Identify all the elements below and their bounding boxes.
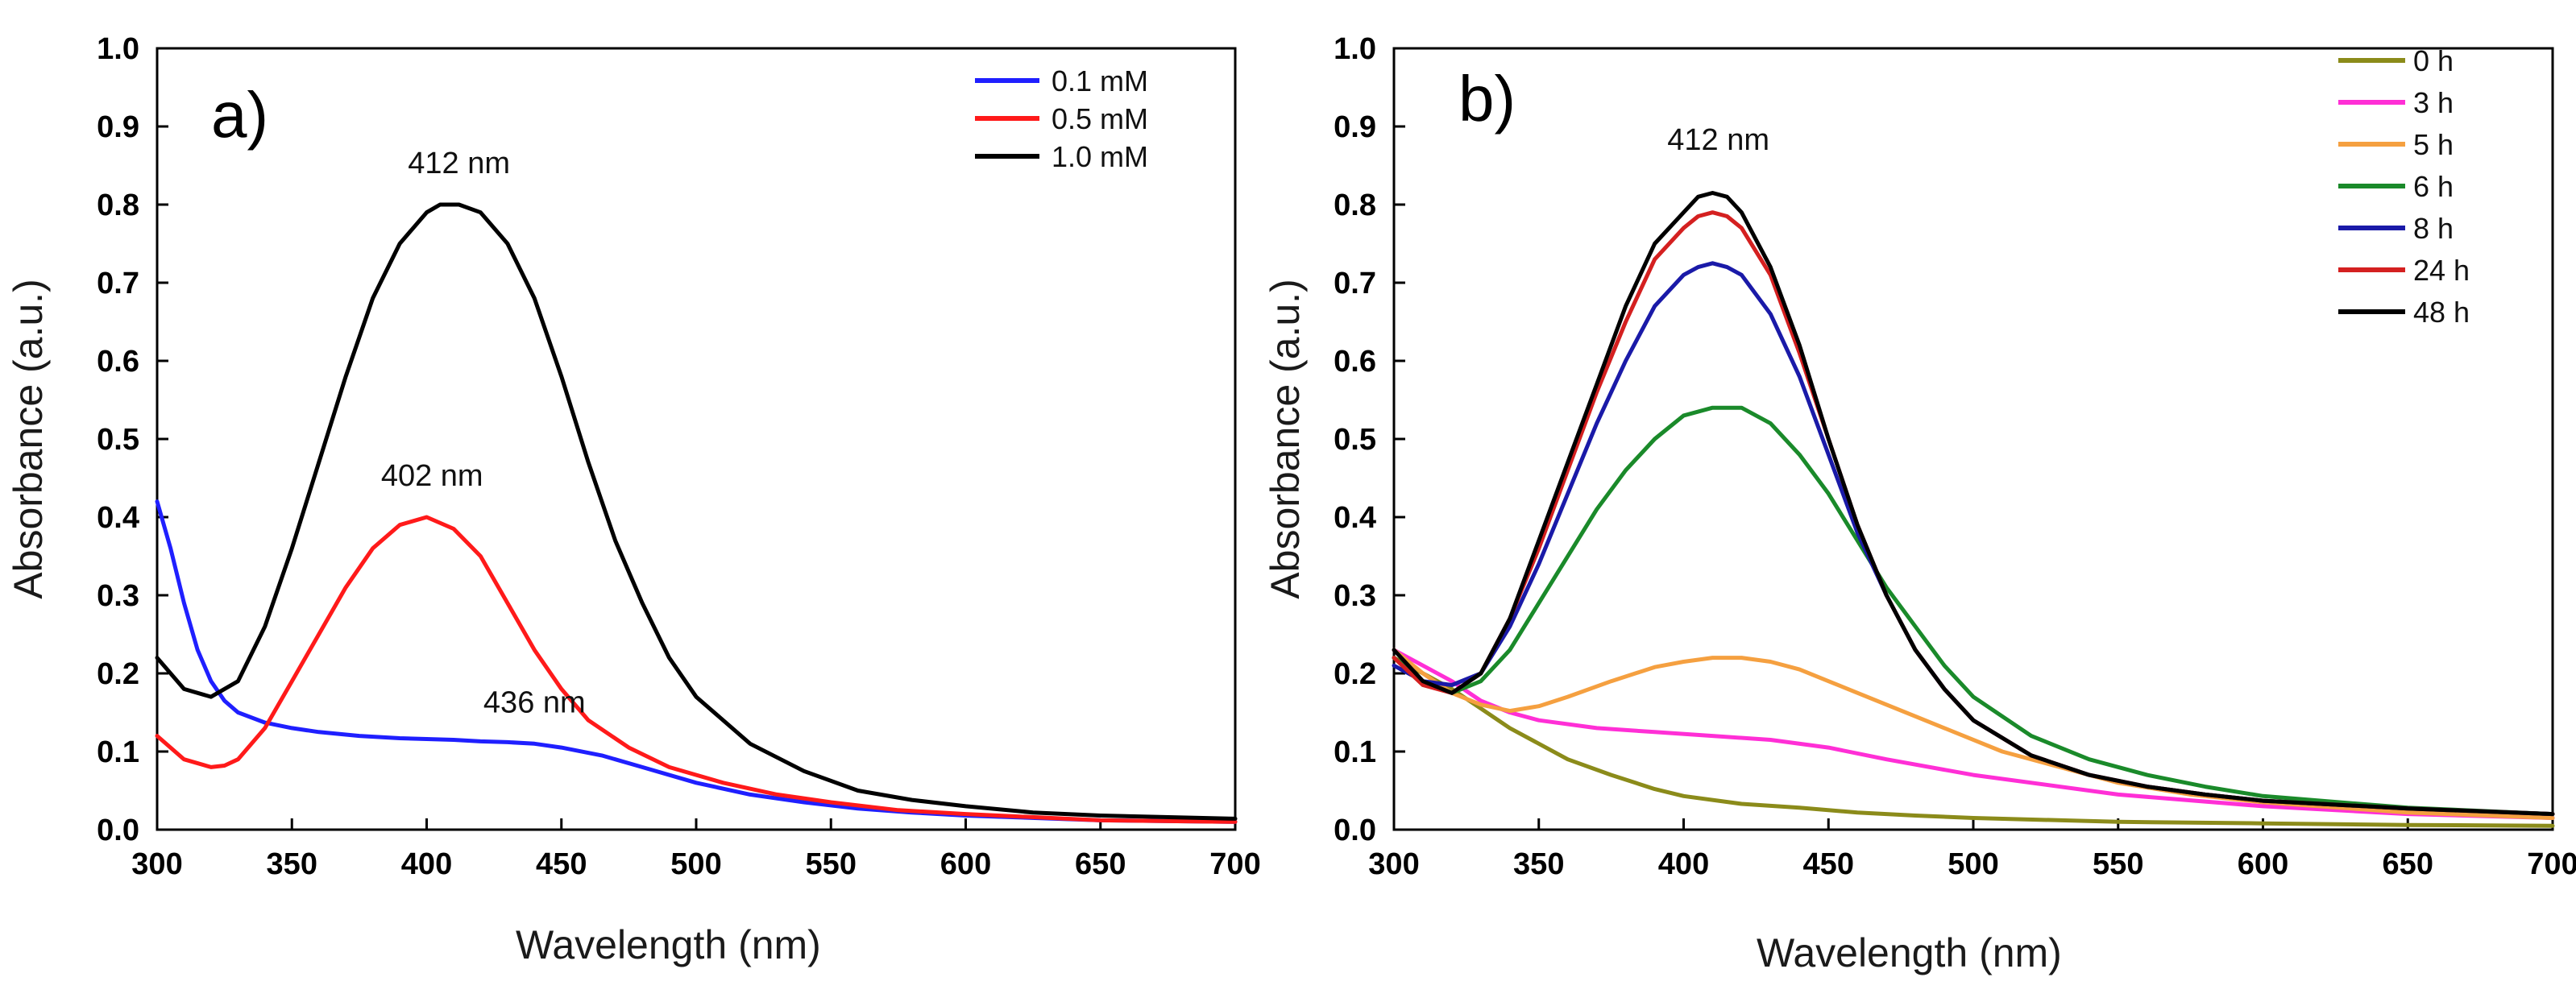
x-tick-label: 600 xyxy=(940,847,991,881)
y-tick-label: 1.0 xyxy=(97,32,139,66)
series-line-0.5-mM xyxy=(155,515,1238,824)
x-tick-label: 450 xyxy=(1803,847,1854,881)
y-tick-label: 0.5 xyxy=(1334,423,1376,457)
x-tick-label: 300 xyxy=(131,847,182,881)
panel-label: a) xyxy=(211,79,268,151)
series-line-48-h xyxy=(1392,191,2555,817)
peak-annotation: 412 nm xyxy=(1667,123,1769,157)
y-tick-label: 0.2 xyxy=(97,657,139,691)
x-tick-label: 550 xyxy=(2093,847,2143,881)
legend-label: 3 h xyxy=(2413,86,2454,119)
y-tick-label: 0.9 xyxy=(1334,110,1376,144)
panel-label: b) xyxy=(1458,63,1516,135)
legend-label: 48 h xyxy=(2413,296,2470,329)
series-line-0-h xyxy=(1392,656,2555,828)
x-tick-label: 350 xyxy=(1513,847,1564,881)
legend-label: 5 h xyxy=(2413,128,2454,161)
x-tick-label: 550 xyxy=(806,847,857,881)
x-tick-label: 650 xyxy=(2383,847,2433,881)
y-tick-label: 0.7 xyxy=(97,267,139,300)
panel-b-chart: 300 350 400 450 500 550 600 650 700 0.0 0.1 0.2 0.3 0… xyxy=(1263,32,2576,975)
legend-label: 0.1 mM xyxy=(1052,64,1148,97)
y-tick-label: 0.8 xyxy=(97,188,139,222)
x-axis-title: Wavelength (nm) xyxy=(1757,930,2062,975)
y-tick-label: 0.6 xyxy=(1334,345,1376,379)
x-tick-label: 450 xyxy=(536,847,587,881)
x-tick-label: 700 xyxy=(1209,847,1260,881)
peak-annotation: 412 nm xyxy=(408,147,510,180)
y-tick-label: 0.1 xyxy=(97,735,139,769)
legend-label: 0.5 mM xyxy=(1052,102,1148,135)
x-tick-label: 400 xyxy=(401,847,452,881)
y-tick-label: 0.9 xyxy=(97,110,139,144)
y-tick-label: 0.6 xyxy=(97,345,139,379)
x-tick-label: 650 xyxy=(1075,847,1126,881)
y-tick-label: 0.4 xyxy=(1334,501,1376,535)
y-tick-label: 0.3 xyxy=(1334,579,1376,613)
series-line-6-h xyxy=(1392,405,2555,817)
y-tick-label: 0.5 xyxy=(97,423,139,457)
y-tick-label: 0.8 xyxy=(1334,188,1376,222)
x-tick-label: 600 xyxy=(2238,847,2288,881)
legend: 0.1 mM 0.5 mM 1.0 mM xyxy=(975,64,1148,173)
y-tick-label: 0.0 xyxy=(97,814,139,847)
x-tick-label: 400 xyxy=(1658,847,1709,881)
legend: 0 h 3 h 5 h 6 h 8 h 24 h 48 h xyxy=(2338,44,2470,329)
legend-label: 0 h xyxy=(2413,44,2454,77)
x-tick-label: 300 xyxy=(1368,847,1419,881)
x-tick-label: 700 xyxy=(2527,847,2576,881)
series-line-3-h xyxy=(1392,648,2555,820)
y-axis-title: Absorbance (a.u.) xyxy=(1263,279,1308,598)
y-tick-label: 0.1 xyxy=(1334,735,1376,769)
y-tick-label: 0.7 xyxy=(1334,267,1376,300)
y-tick-label: 1.0 xyxy=(1334,32,1376,66)
legend-label: 1.0 mM xyxy=(1052,140,1148,173)
y-tick-label: 0.0 xyxy=(1334,814,1376,847)
y-tick-label: 0.3 xyxy=(97,579,139,613)
legend-label: 24 h xyxy=(2413,254,2470,287)
y-tick-label: 0.2 xyxy=(1334,657,1376,691)
x-axis-title: Wavelength (nm) xyxy=(516,922,821,967)
x-tick-label: 500 xyxy=(1948,847,1998,881)
x-tick-label: 350 xyxy=(267,847,317,881)
panel-a-chart: 300 350 400 450 500 550 600 650 700 0.0 0.1 0.2 0.3 0… xyxy=(6,32,1261,967)
series-line-1.0-mM xyxy=(155,202,1238,821)
peak-annotation: 402 nm xyxy=(381,459,483,493)
legend-label: 6 h xyxy=(2413,170,2454,203)
y-tick-label: 0.4 xyxy=(97,501,139,535)
x-tick-label: 500 xyxy=(670,847,721,881)
legend-label: 8 h xyxy=(2413,212,2454,245)
peak-annotation: 436 nm xyxy=(483,686,586,720)
y-axis-title: Absorbance (a.u.) xyxy=(6,279,51,598)
